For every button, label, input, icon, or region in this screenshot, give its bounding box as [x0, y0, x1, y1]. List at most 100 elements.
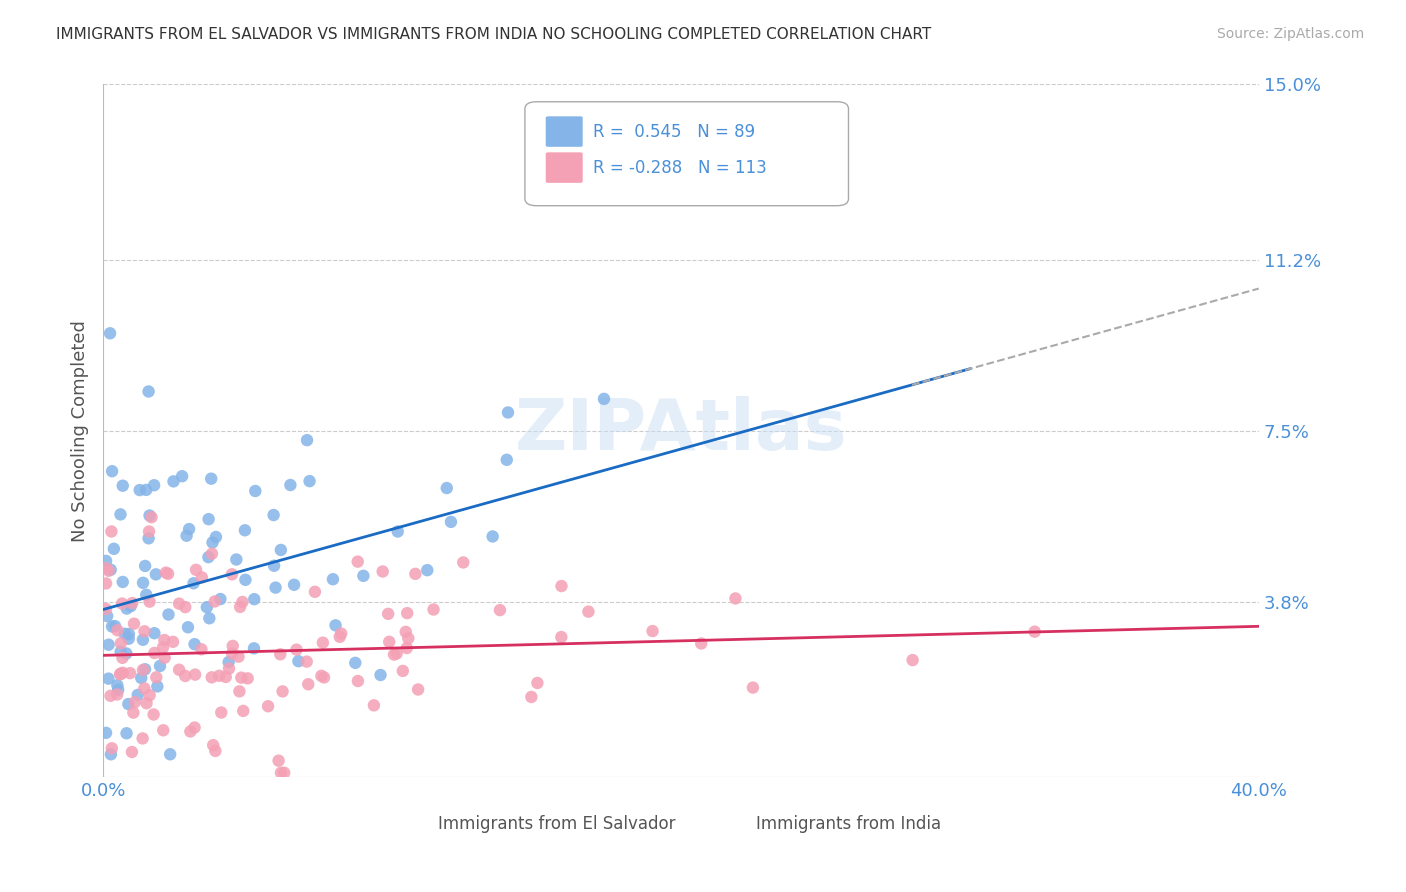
Point	[520, 690, 543, 704]
Point	[111, 597, 134, 611]
Point	[124, 695, 146, 709]
Point	[110, 645, 132, 659]
Point	[285, 642, 308, 657]
Point	[108, 667, 131, 681]
Point	[97, 672, 120, 686]
Point	[121, 745, 143, 759]
Point	[195, 600, 218, 615]
Point	[177, 620, 200, 634]
Point	[172, 469, 194, 483]
Point	[395, 624, 418, 639]
Point	[204, 594, 226, 608]
Point	[231, 595, 253, 609]
Text: R = -0.288   N = 113: R = -0.288 N = 113	[593, 159, 766, 177]
Point	[101, 741, 124, 756]
Point	[120, 666, 142, 681]
Point	[110, 666, 132, 681]
Point	[231, 671, 253, 685]
Point	[100, 524, 122, 539]
Point	[107, 682, 129, 697]
Point	[901, 653, 924, 667]
Point	[641, 624, 664, 638]
Point	[183, 721, 205, 735]
Point	[118, 632, 141, 646]
Point	[101, 464, 124, 478]
FancyBboxPatch shape	[546, 116, 582, 147]
Point	[263, 508, 285, 522]
Point	[128, 483, 150, 497]
Text: Immigrants from El Salvador: Immigrants from El Salvador	[439, 814, 676, 833]
Point	[201, 535, 224, 549]
Point	[440, 515, 463, 529]
Point	[243, 641, 266, 656]
Point	[183, 576, 205, 591]
Point	[330, 626, 353, 640]
Point	[395, 640, 418, 655]
Point	[201, 670, 224, 684]
Point	[228, 684, 250, 698]
Point	[322, 572, 344, 586]
Point	[118, 627, 141, 641]
Point	[396, 606, 419, 620]
Point	[204, 744, 226, 758]
Point	[94, 561, 117, 575]
Point	[273, 765, 295, 780]
Point	[183, 637, 205, 651]
Point	[363, 698, 385, 713]
Point	[115, 601, 138, 615]
Y-axis label: No Schooling Completed: No Schooling Completed	[72, 320, 89, 541]
Point	[107, 624, 129, 638]
Point	[295, 433, 318, 447]
Point	[129, 671, 152, 685]
Point	[104, 619, 127, 633]
Point	[232, 704, 254, 718]
Point	[422, 602, 444, 616]
Point	[142, 707, 165, 722]
Point	[177, 522, 200, 536]
Point	[742, 681, 765, 695]
Point	[105, 688, 128, 702]
Point	[143, 626, 166, 640]
Point	[115, 647, 138, 661]
Point	[184, 563, 207, 577]
Point	[134, 558, 156, 573]
Point	[221, 647, 243, 661]
Point	[215, 670, 238, 684]
Point	[347, 673, 370, 688]
Point	[197, 512, 219, 526]
Point	[228, 649, 250, 664]
Point	[267, 754, 290, 768]
Text: Immigrants from India: Immigrants from India	[756, 814, 941, 833]
Point	[162, 475, 184, 489]
Point	[550, 579, 572, 593]
Point	[243, 592, 266, 607]
Point	[127, 688, 149, 702]
Point	[378, 635, 401, 649]
Point	[312, 636, 335, 650]
Point	[295, 655, 318, 669]
Point	[100, 689, 122, 703]
Point	[197, 550, 219, 565]
Point	[132, 632, 155, 647]
Point	[287, 654, 309, 668]
Point	[209, 592, 232, 607]
Point	[145, 670, 167, 684]
Point	[94, 554, 117, 568]
Point	[270, 765, 292, 780]
Point	[245, 483, 267, 498]
Point	[117, 697, 139, 711]
Point	[298, 474, 321, 488]
Point	[451, 556, 474, 570]
Point	[94, 726, 117, 740]
Point	[167, 597, 190, 611]
Point	[110, 636, 132, 650]
Point	[131, 731, 153, 746]
Point	[115, 726, 138, 740]
Point	[496, 405, 519, 419]
FancyBboxPatch shape	[546, 153, 582, 183]
Point	[110, 508, 132, 522]
Point	[96, 609, 118, 624]
Point	[371, 565, 394, 579]
Point	[218, 661, 240, 675]
Point	[263, 558, 285, 573]
